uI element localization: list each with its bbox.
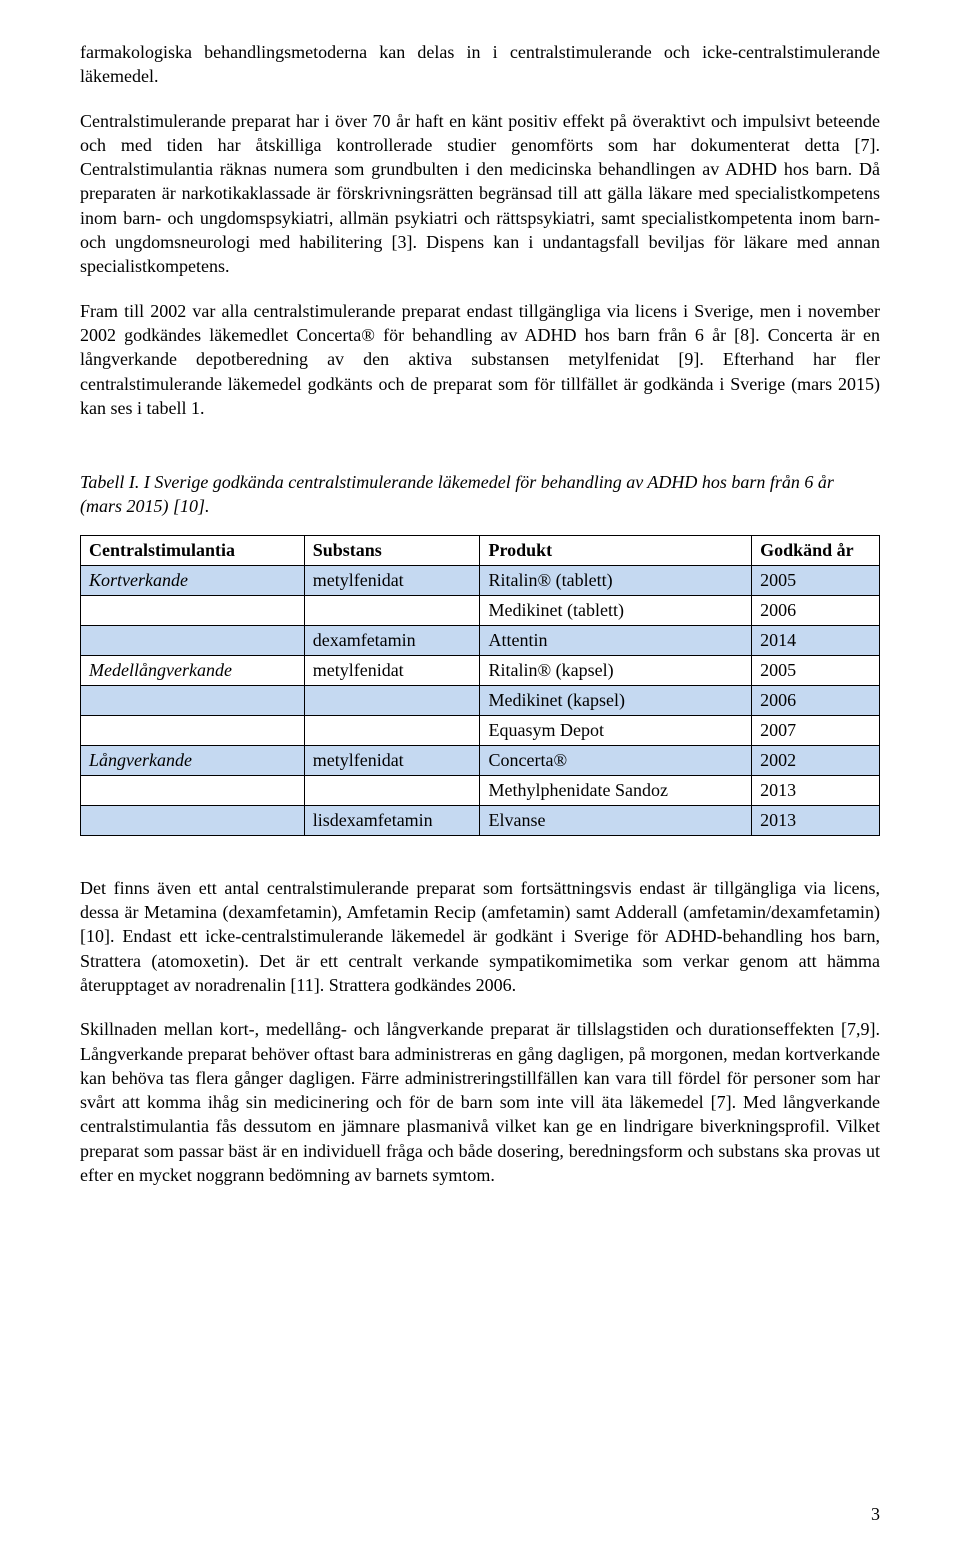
table-cell [81,775,305,805]
table-body: KortverkandemetylfenidatRitalin® (tablet… [81,565,880,835]
page-number: 3 [871,1504,880,1525]
table-cell: 2006 [752,685,880,715]
table-cell: Kortverkande [81,565,305,595]
table-cell: Medikinet (tablett) [480,595,752,625]
table-cell: 2013 [752,805,880,835]
table-row: Equasym Depot2007 [81,715,880,745]
table-row: LångverkandemetylfenidatConcerta®2002 [81,745,880,775]
table-cell: 2013 [752,775,880,805]
table-row: lisdexamfetaminElvanse2013 [81,805,880,835]
table-cell [81,595,305,625]
table-cell [304,775,480,805]
table-cell: Attentin [480,625,752,655]
table-cell [304,595,480,625]
table-row: Methylphenidate Sandoz2013 [81,775,880,805]
document-page: farmakologiska behandlingsmetoderna kan … [0,0,960,1555]
table-cell: Elvanse [480,805,752,835]
table-cell: Concerta® [480,745,752,775]
table-cell: Långverkande [81,745,305,775]
table-cell [304,715,480,745]
paragraph-2: Centralstimulerande preparat har i över … [80,109,880,279]
table-header-cell: Godkänd år [752,535,880,565]
table-cell: Ritalin® (kapsel) [480,655,752,685]
table-cell [304,685,480,715]
table-row: Medikinet (kapsel)2006 [81,685,880,715]
table-row: KortverkandemetylfenidatRitalin® (tablet… [81,565,880,595]
table-cell: Medellångverkande [81,655,305,685]
table-cell: Methylphenidate Sandoz [480,775,752,805]
table-cell: 2005 [752,565,880,595]
table-header-cell: Substans [304,535,480,565]
table-cell: lisdexamfetamin [304,805,480,835]
table-row: Medikinet (tablett)2006 [81,595,880,625]
paragraph-5: Skillnaden mellan kort-, medellång- och … [80,1017,880,1187]
table-cell: metylfenidat [304,655,480,685]
table-cell [81,685,305,715]
table-header-cell: Centralstimulantia [81,535,305,565]
paragraph-4: Det finns även ett antal centralstimuler… [80,876,880,997]
table-cell: Equasym Depot [480,715,752,745]
table-row: MedellångverkandemetylfenidatRitalin® (k… [81,655,880,685]
table-header-cell: Produkt [480,535,752,565]
table-cell: 2007 [752,715,880,745]
table-row: dexamfetaminAttentin2014 [81,625,880,655]
table-cell [81,805,305,835]
table-cell: dexamfetamin [304,625,480,655]
table-cell: 2005 [752,655,880,685]
table-cell: 2006 [752,595,880,625]
table-cell: Ritalin® (tablett) [480,565,752,595]
table-caption: Tabell I. I Sverige godkända centralstim… [80,470,880,519]
table-cell [81,625,305,655]
table-cell [81,715,305,745]
table-header-row: Centralstimulantia Substans Produkt Godk… [81,535,880,565]
medication-table: Centralstimulantia Substans Produkt Godk… [80,535,880,836]
paragraph-1: farmakologiska behandlingsmetoderna kan … [80,40,880,89]
table-cell: metylfenidat [304,565,480,595]
paragraph-3: Fram till 2002 var alla centralstimulera… [80,299,880,420]
table-cell: 2002 [752,745,880,775]
table-cell: metylfenidat [304,745,480,775]
table-cell: Medikinet (kapsel) [480,685,752,715]
table-cell: 2014 [752,625,880,655]
